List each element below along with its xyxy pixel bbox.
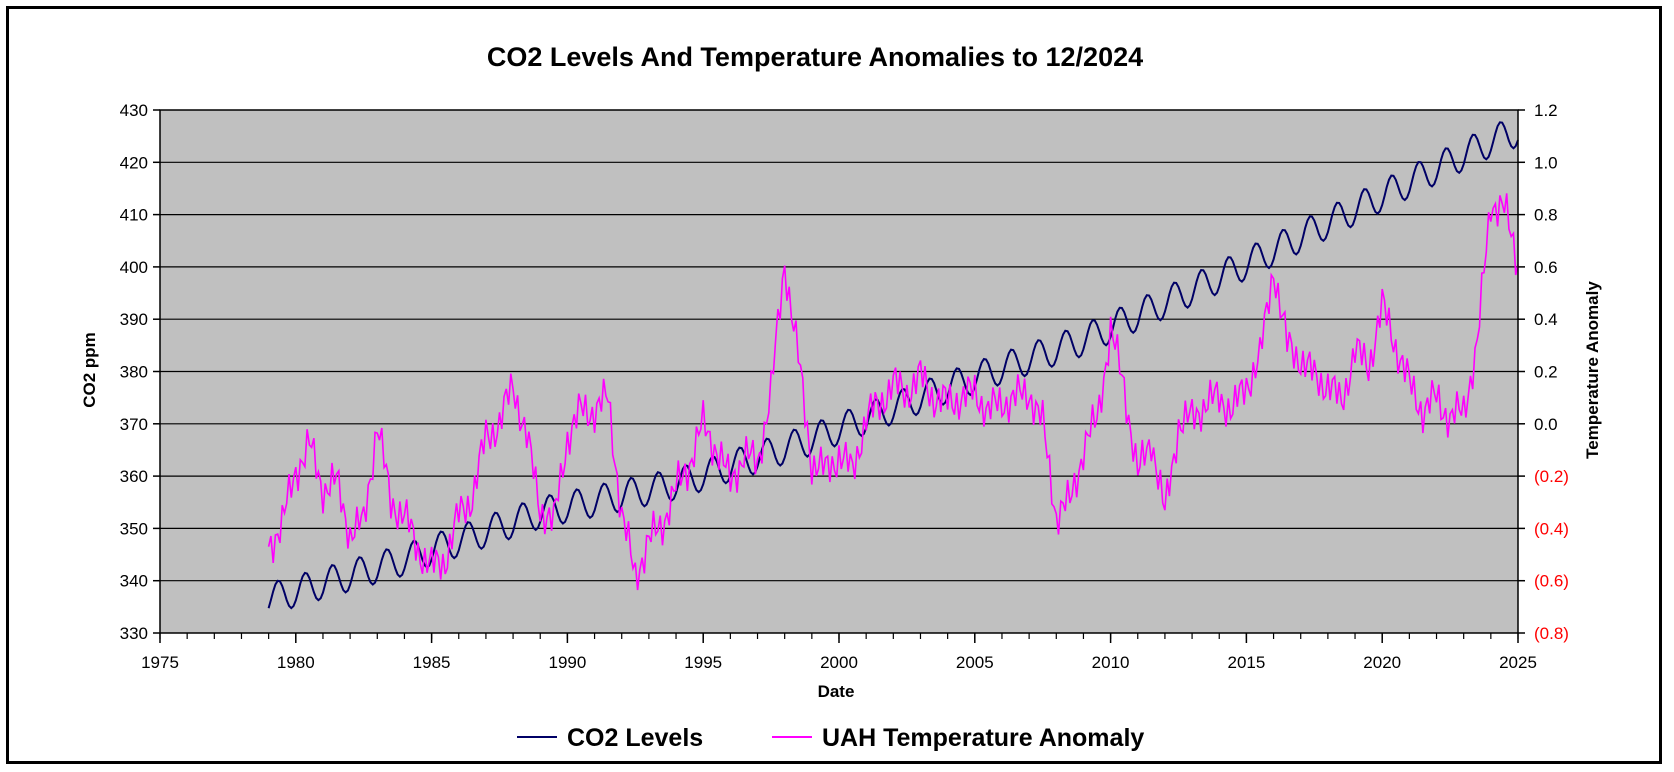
y2-tick-label: 0.6 <box>1534 258 1558 277</box>
x-tick-label: 2000 <box>820 653 858 672</box>
y-tick-label: 350 <box>120 519 148 538</box>
y-tick-label: 390 <box>120 310 148 329</box>
y2-tick-label: 0.4 <box>1534 310 1558 329</box>
x-tick-label: 2025 <box>1499 653 1537 672</box>
x-tick-label: 2015 <box>1227 653 1265 672</box>
x-tick-label: 2020 <box>1363 653 1401 672</box>
x-tick-label: 1985 <box>413 653 451 672</box>
x-tick-label: 1990 <box>548 653 586 672</box>
x-axis-ticks: 1975 1980 1985 1990 1995 2000 2005 2010 2015 2020… <box>141 633 1537 672</box>
x-tick-label: 1975 <box>141 653 179 672</box>
legend-label-uah: UAH Temperature Anomaly <box>822 724 1144 752</box>
y2-tick-label: 0.2 <box>1534 363 1558 382</box>
series-line-co2 <box>267 121 1519 610</box>
y2-tick-label: (0.8) <box>1534 624 1569 643</box>
y-tick-label: 380 <box>120 363 148 382</box>
right-axis-ticks: (0.8) (0.6) (0.4) (0.2) 0.0 0.2 0.4 0.6 0.8 1.0 1.… <box>1518 101 1569 643</box>
x-tick-label: 1980 <box>277 653 315 672</box>
left-axis-ticks: 330 340 350 360 370 380 390 400 410 420 430 <box>120 101 160 643</box>
y-tick-label: 400 <box>120 258 148 277</box>
y-tick-label: 330 <box>120 624 148 643</box>
y2-tick-label: 1.0 <box>1534 153 1558 172</box>
y2-tick-label: (0.4) <box>1534 519 1569 538</box>
y-tick-label: 360 <box>120 467 148 486</box>
y-tick-label: 410 <box>120 206 148 225</box>
chart-title: CO2 Levels And Temperature Anomalies to … <box>487 42 1143 72</box>
y-tick-label: 370 <box>120 415 148 434</box>
y-tick-label: 340 <box>120 572 148 591</box>
series-layer <box>267 121 1519 610</box>
y2-tick-label: (0.6) <box>1534 572 1569 591</box>
x-tick-label: 2010 <box>1092 653 1130 672</box>
y2-tick-label: 0.8 <box>1534 206 1558 225</box>
y-tick-label: 420 <box>120 153 148 172</box>
legend: CO2 Levels UAH Temperature Anomaly <box>517 724 1144 752</box>
x-tick-label: 1995 <box>684 653 722 672</box>
legend-label-co2: CO2 Levels <box>567 724 703 752</box>
y2-axis-label: Temperature Anomaly <box>1583 281 1602 459</box>
chart-frame <box>6 6 1662 764</box>
x-axis-label: Date <box>818 682 855 701</box>
gridlines <box>160 161 1518 582</box>
y2-tick-label: 1.2 <box>1534 101 1558 120</box>
y-axis-label: CO2 ppm <box>80 332 99 408</box>
series-line-uah <box>267 193 1519 591</box>
x-tick-label: 2005 <box>956 653 994 672</box>
y2-tick-label: 0.0 <box>1534 415 1558 434</box>
y2-tick-label: (0.2) <box>1534 467 1569 486</box>
y-tick-label: 430 <box>120 101 148 120</box>
